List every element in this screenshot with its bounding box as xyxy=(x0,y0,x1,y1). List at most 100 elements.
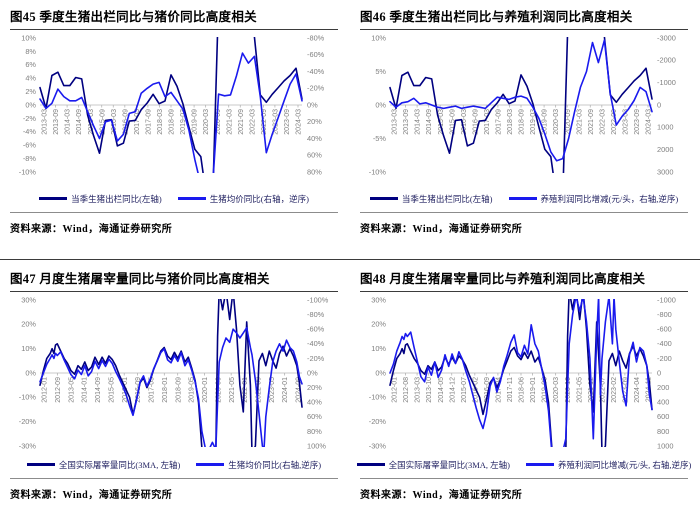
right-axis-tick: -60% xyxy=(307,325,325,334)
right-axis-tick: 1000 xyxy=(657,441,673,450)
x-axis-label: 2023-05 xyxy=(269,377,276,403)
x-axis-label: 2019-05 xyxy=(189,377,196,403)
right-axis-tick: 0 xyxy=(657,100,661,109)
left-axis-tick: -20% xyxy=(19,417,37,426)
x-axis-label: 2013-03 xyxy=(42,109,49,135)
x-axis-label: 2018-03 xyxy=(157,109,164,135)
chart-legend: 全国实际屠宰量同比(3MA, 左轴) 养殖利润同比增减(元/头, 右轴,逆序) xyxy=(356,458,692,471)
line-chart-47: 30% 20% 10% 0% -10% -20% -30% -100% -80% -60% -40%… xyxy=(19,295,329,450)
right-axis-tick: -20% xyxy=(307,354,325,363)
x-axis-label: 2022-03 xyxy=(599,109,606,135)
x-axis-label: 2014-05 xyxy=(438,377,445,403)
series-line-blue xyxy=(389,39,653,162)
x-axis-label: 2013-10 xyxy=(426,377,433,403)
x-axis-label: 2020-03 xyxy=(553,377,560,403)
x-axis-label: 2017-05 xyxy=(149,377,156,403)
line-chart-46: 10% 5% 0% -5% -10% -3000 -2000 -1000 0 1000 2000 30… xyxy=(369,33,676,176)
series-line-blue xyxy=(39,326,303,447)
x-axis-label: 2012-01 xyxy=(42,377,49,403)
x-axis-label: 2013-03 xyxy=(392,109,399,135)
source-note: 资料来源：Wind，海通证券研究所 xyxy=(360,224,523,235)
x-axis-label: 2018-09 xyxy=(175,377,182,403)
x-axis-label: 2017-09 xyxy=(146,109,153,135)
x-axis-label: 2024-04 xyxy=(634,377,641,403)
legend-item: 养殖利润同比增减(元/头，右轴,逆序) xyxy=(508,193,679,205)
x-axis-label: 2020-09 xyxy=(565,109,572,135)
left-axis-tick: 0% xyxy=(25,368,36,377)
left-axis-tick: 0% xyxy=(25,100,36,109)
x-axis-label: 2013-09 xyxy=(53,109,60,135)
figure-panel-46: 图46 季度生猪出栏同比与养殖利润同比高度相关 10% 5% 0% -5% -10% -3… xyxy=(350,0,700,259)
x-axis-label: 2015-09 xyxy=(99,109,106,135)
x-axis-label: 2017-03 xyxy=(484,109,491,135)
left-axis-tick: 10% xyxy=(371,33,386,42)
left-axis-tick: 2% xyxy=(25,87,36,96)
chart-legend: 全国实际屠宰量同比(3MA, 左轴) 生猪均价同比(右轴,逆序) xyxy=(10,458,338,471)
x-axis-label: 2023-03 xyxy=(623,109,630,135)
chart-legend: 当季生猪出栏同比(左轴) 养殖利润同比增减(元/头，右轴,逆序) xyxy=(360,192,688,205)
legend-line-swatch xyxy=(196,463,225,466)
legend-line-swatch xyxy=(26,463,55,466)
legend-item: 生猪均价同比(右轴,逆序) xyxy=(196,459,321,471)
x-axis-label: 2012-01 xyxy=(392,377,399,403)
x-axis-label: 2023-02 xyxy=(611,377,618,403)
left-axis-tick: 10% xyxy=(21,344,36,353)
x-axis-label: 2019-01 xyxy=(530,377,537,403)
legend-label: 养殖利润同比增减(元/头, 右轴,逆序) xyxy=(557,459,692,470)
x-axis-label: 2014-03 xyxy=(415,109,422,135)
x-axis-label: 2021-03 xyxy=(226,109,233,135)
figure-panel-48: 图48 月度生猪屠宰量同比与养殖利润同比高度相关 30% 20% 10% 0% -10%… xyxy=(350,259,700,518)
title-divider xyxy=(360,29,688,30)
source-divider xyxy=(10,212,338,213)
right-axis-tick: 1000 xyxy=(657,123,673,132)
x-axis-label: 2022-07 xyxy=(599,377,606,403)
left-axis-tick: 5% xyxy=(375,67,386,76)
x-axis-label: 2021-09 xyxy=(588,109,595,135)
legend-label: 生猪均价同比(右轴，逆序) xyxy=(209,193,309,204)
x-axis-label: 2021-09 xyxy=(238,109,245,135)
legend-item: 养殖利润同比增减(元/头, 右轴,逆序) xyxy=(525,459,692,471)
right-axis-tick: 800 xyxy=(657,427,669,436)
right-axis-tick: 80% xyxy=(307,167,322,176)
x-axis-label: 2012-08 xyxy=(403,377,410,403)
x-axis-label: 2018-09 xyxy=(519,109,526,135)
figure-title: 图45 季度生猪出栏同比与猪价同比高度相关 xyxy=(10,10,257,24)
left-axis-tick: 10% xyxy=(371,344,386,353)
legend-line-swatch xyxy=(525,463,554,466)
x-axis-label: 2023-09 xyxy=(634,109,641,135)
series-line-navy xyxy=(39,299,303,447)
x-axis-label: 2019-09 xyxy=(192,109,199,135)
legend-item: 当季生猪出栏同比(左轴) xyxy=(369,193,493,205)
source-note: 资料来源：Wind，海通证券研究所 xyxy=(10,490,173,501)
x-axis-label: 2022-09 xyxy=(255,377,262,403)
figure-title: 图47 月度生猪屠宰量同比与猪价同比高度相关 xyxy=(10,272,270,286)
right-axis-tick: 40% xyxy=(307,134,322,143)
source-divider xyxy=(360,212,688,213)
left-axis-tick: -10% xyxy=(19,167,37,176)
right-axis-tick: -100% xyxy=(307,295,329,304)
legend-item: 全国实际屠宰量同比(3MA, 左轴) xyxy=(356,459,510,471)
x-axis-label: 2017-04 xyxy=(496,377,503,403)
right-axis-tick: 20% xyxy=(307,117,322,126)
legend-label: 生猪均价同比(右轴,逆序) xyxy=(228,459,322,470)
x-axis-label: 2016-09 xyxy=(484,377,491,403)
x-axis-label: 2019-03 xyxy=(180,109,187,135)
legend-label: 养殖利润同比增减(元/头，右轴,逆序) xyxy=(540,193,679,204)
legend-label: 全国实际屠宰量同比(3MA, 左轴) xyxy=(58,459,181,470)
right-axis-tick: 60% xyxy=(307,412,322,421)
right-axis-tick: 2000 xyxy=(657,145,673,154)
left-axis-tick: -4% xyxy=(23,127,37,136)
right-axis-tick: -40% xyxy=(307,339,325,348)
left-axis-tick: 10% xyxy=(21,33,36,42)
legend-item: 生猪均价同比(右轴，逆序) xyxy=(177,193,309,205)
right-axis-tick: 20% xyxy=(307,383,322,392)
right-axis-tick: -1000 xyxy=(657,78,676,87)
left-axis-tick: 0% xyxy=(375,100,386,109)
x-axis-label: 2018-06 xyxy=(519,377,526,403)
x-axis-label: 2015-05 xyxy=(108,377,115,403)
figure-title: 图46 季度生猪出栏同比与养殖利润同比高度相关 xyxy=(360,10,633,24)
right-axis-tick: 40% xyxy=(307,398,322,407)
x-axis-label: 2024-03 xyxy=(296,109,303,135)
figure-panel-45: 图45 季度生猪出栏同比与猪价同比高度相关 10% 8% 6% 4% 2% 0% -2% -4… xyxy=(0,0,350,259)
x-axis-label: 2018-03 xyxy=(507,109,514,135)
